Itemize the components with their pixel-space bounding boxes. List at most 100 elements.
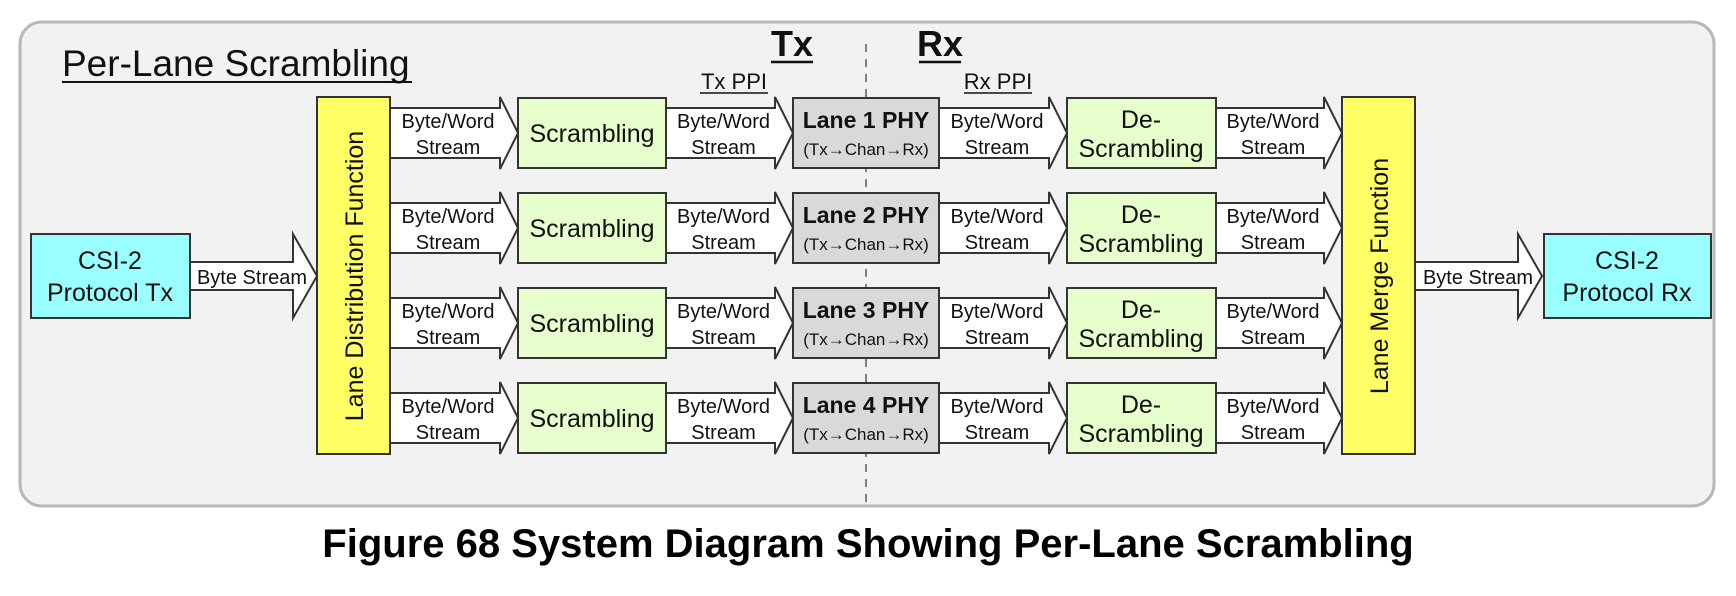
svg-text:Scrambling: Scrambling [529, 310, 654, 338]
svg-text:Scrambling: Scrambling [529, 405, 654, 433]
svg-text:Stream: Stream [416, 137, 480, 159]
stream-arrow-descrambling-to-merge: Byte/Word Stream [1215, 286, 1344, 360]
svg-text:De-: De- [1121, 391, 1161, 419]
stream-arrow-descrambling-to-merge: Byte/Word Stream [1215, 191, 1344, 265]
descrambling-block: De-Scrambling [1066, 287, 1217, 359]
svg-text:CSI-2: CSI-2 [1595, 247, 1659, 275]
svg-text:Protocol Rx: Protocol Rx [1562, 279, 1692, 307]
svg-text:Byte/Word: Byte/Word [677, 301, 770, 323]
svg-text:Stream: Stream [1241, 422, 1305, 444]
lane-row: Byte/Word Stream Scrambling Byte/Word Stream… [389, 381, 1344, 455]
figure-caption: Figure 68 System Diagram Showing Per-Lan… [322, 522, 1414, 566]
lane-merge-block: Lane Merge Function [1341, 96, 1416, 455]
lane-distribution-block: Lane Distribution Function [316, 96, 391, 455]
svg-text:Stream: Stream [416, 422, 480, 444]
svg-text:Byte/Word: Byte/Word [677, 111, 770, 133]
byte-stream-arrow-in: Byte Stream [189, 230, 319, 322]
svg-text:De-: De- [1121, 106, 1161, 134]
descrambling-block: De-Scrambling [1066, 382, 1217, 454]
lane-phy-block: Lane 2 PHY (Tx→Chan→Rx) [792, 192, 940, 264]
stream-arrow-scrambling-to-phy: Byte/Word Stream [665, 381, 795, 455]
stream-arrow-descrambling-to-merge: Byte/Word Stream [1215, 381, 1344, 455]
svg-text:Byte/Word: Byte/Word [951, 301, 1044, 323]
rx-label: Rx [917, 23, 963, 64]
stream-arrow-scrambling-to-phy: Byte/Word Stream [665, 96, 795, 170]
svg-text:Lane 2 PHY: Lane 2 PHY [803, 202, 930, 228]
svg-text:Lane Distribution Function: Lane Distribution Function [341, 131, 369, 421]
protocol-tx-block: CSI-2 Protocol Tx [30, 233, 191, 319]
svg-text:Scrambling: Scrambling [529, 215, 654, 243]
svg-text:Stream: Stream [691, 327, 755, 349]
lane-row: Byte/Word Stream Scrambling Byte/Word Stream… [389, 191, 1344, 265]
lane-phy-block: Lane 4 PHY (Tx→Chan→Rx) [792, 382, 940, 454]
stream-arrow-phy-to-descrambling: Byte/Word Stream [938, 96, 1069, 170]
stream-arrow-phy-to-descrambling: Byte/Word Stream [938, 191, 1069, 265]
stream-arrow-scrambling-to-phy: Byte/Word Stream [665, 286, 795, 360]
svg-text:Byte Stream: Byte Stream [197, 267, 307, 289]
lane-row: Byte/Word Stream Scrambling Byte/Word Stream… [389, 286, 1344, 360]
svg-text:Byte/Word: Byte/Word [1227, 111, 1320, 133]
stream-arrow-distribution-to-scrambling: Byte/Word Stream [389, 96, 520, 170]
svg-text:Stream: Stream [1241, 232, 1305, 254]
svg-text:Stream: Stream [416, 232, 480, 254]
svg-text:Scrambling: Scrambling [529, 120, 654, 148]
svg-text:Stream: Stream [965, 422, 1029, 444]
svg-text:Byte/Word: Byte/Word [677, 206, 770, 228]
svg-text:Byte/Word: Byte/Word [402, 396, 495, 418]
byte-stream-arrow-out: Byte Stream [1414, 230, 1544, 322]
svg-text:Stream: Stream [416, 327, 480, 349]
lane-row: Byte/Word Stream Scrambling Byte/Word Stream… [389, 96, 1344, 170]
diagram-heading: Per-Lane Scrambling [62, 43, 410, 84]
svg-text:Byte/Word: Byte/Word [951, 111, 1044, 133]
lane-phy-block: Lane 1 PHY (Tx→Chan→Rx) [792, 97, 940, 169]
svg-text:Byte/Word: Byte/Word [951, 396, 1044, 418]
svg-text:Stream: Stream [1241, 327, 1305, 349]
scrambling-block: Scrambling [517, 97, 667, 169]
svg-text:Stream: Stream [965, 327, 1029, 349]
svg-text:Scrambling: Scrambling [1078, 420, 1203, 448]
svg-text:Lane 4 PHY: Lane 4 PHY [803, 392, 930, 418]
svg-text:Stream: Stream [965, 137, 1029, 159]
stream-arrow-distribution-to-scrambling: Byte/Word Stream [389, 191, 520, 265]
tx-ppi-label: Tx PPI [701, 69, 767, 94]
tx-label: Tx [771, 23, 813, 64]
svg-text:Byte/Word: Byte/Word [1227, 301, 1320, 323]
svg-text:Stream: Stream [691, 232, 755, 254]
protocol-rx-block: CSI-2 Protocol Rx [1543, 233, 1712, 319]
stream-arrow-distribution-to-scrambling: Byte/Word Stream [389, 381, 520, 455]
stream-arrow-descrambling-to-merge: Byte/Word Stream [1215, 96, 1344, 170]
scrambling-block: Scrambling [517, 287, 667, 359]
svg-text:Lane 3 PHY: Lane 3 PHY [803, 297, 930, 323]
rx-ppi-label: Rx PPI [964, 69, 1032, 94]
svg-text:Byte/Word: Byte/Word [677, 396, 770, 418]
svg-text:Byte/Word: Byte/Word [402, 111, 495, 133]
descrambling-block: De-Scrambling [1066, 97, 1217, 169]
svg-text:Scrambling: Scrambling [1078, 230, 1203, 258]
svg-text:Lane 1 PHY: Lane 1 PHY [803, 107, 930, 133]
svg-text:Scrambling: Scrambling [1078, 135, 1203, 163]
svg-text:De-: De- [1121, 296, 1161, 324]
stream-arrow-scrambling-to-phy: Byte/Word Stream [665, 191, 795, 265]
svg-text:Byte/Word: Byte/Word [1227, 206, 1320, 228]
svg-text:Protocol Tx: Protocol Tx [47, 279, 173, 307]
lane-phy-block: Lane 3 PHY (Tx→Chan→Rx) [792, 287, 940, 359]
stream-arrow-phy-to-descrambling: Byte/Word Stream [938, 286, 1069, 360]
svg-text:Stream: Stream [691, 137, 755, 159]
svg-text:Stream: Stream [691, 422, 755, 444]
scrambling-block: Scrambling [517, 382, 667, 454]
svg-text:Byte/Word: Byte/Word [402, 206, 495, 228]
descrambling-block: De-Scrambling [1066, 192, 1217, 264]
stream-arrow-distribution-to-scrambling: Byte/Word Stream [389, 286, 520, 360]
svg-text:(Tx→Chan→Rx): (Tx→Chan→Rx) [803, 330, 929, 349]
svg-text:Stream: Stream [1241, 137, 1305, 159]
lanes-group: Byte/Word Stream Scrambling Byte/Word Stream… [389, 96, 1344, 455]
svg-text:Byte Stream: Byte Stream [1423, 267, 1533, 289]
svg-text:(Tx→Chan→Rx): (Tx→Chan→Rx) [803, 425, 929, 444]
svg-text:Byte/Word: Byte/Word [402, 301, 495, 323]
svg-text:Stream: Stream [965, 232, 1029, 254]
svg-text:CSI-2: CSI-2 [78, 247, 142, 275]
svg-text:Byte/Word: Byte/Word [1227, 396, 1320, 418]
svg-text:Lane Merge Function: Lane Merge Function [1366, 158, 1394, 394]
svg-text:(Tx→Chan→Rx): (Tx→Chan→Rx) [803, 235, 929, 254]
svg-text:(Tx→Chan→Rx): (Tx→Chan→Rx) [803, 140, 929, 159]
